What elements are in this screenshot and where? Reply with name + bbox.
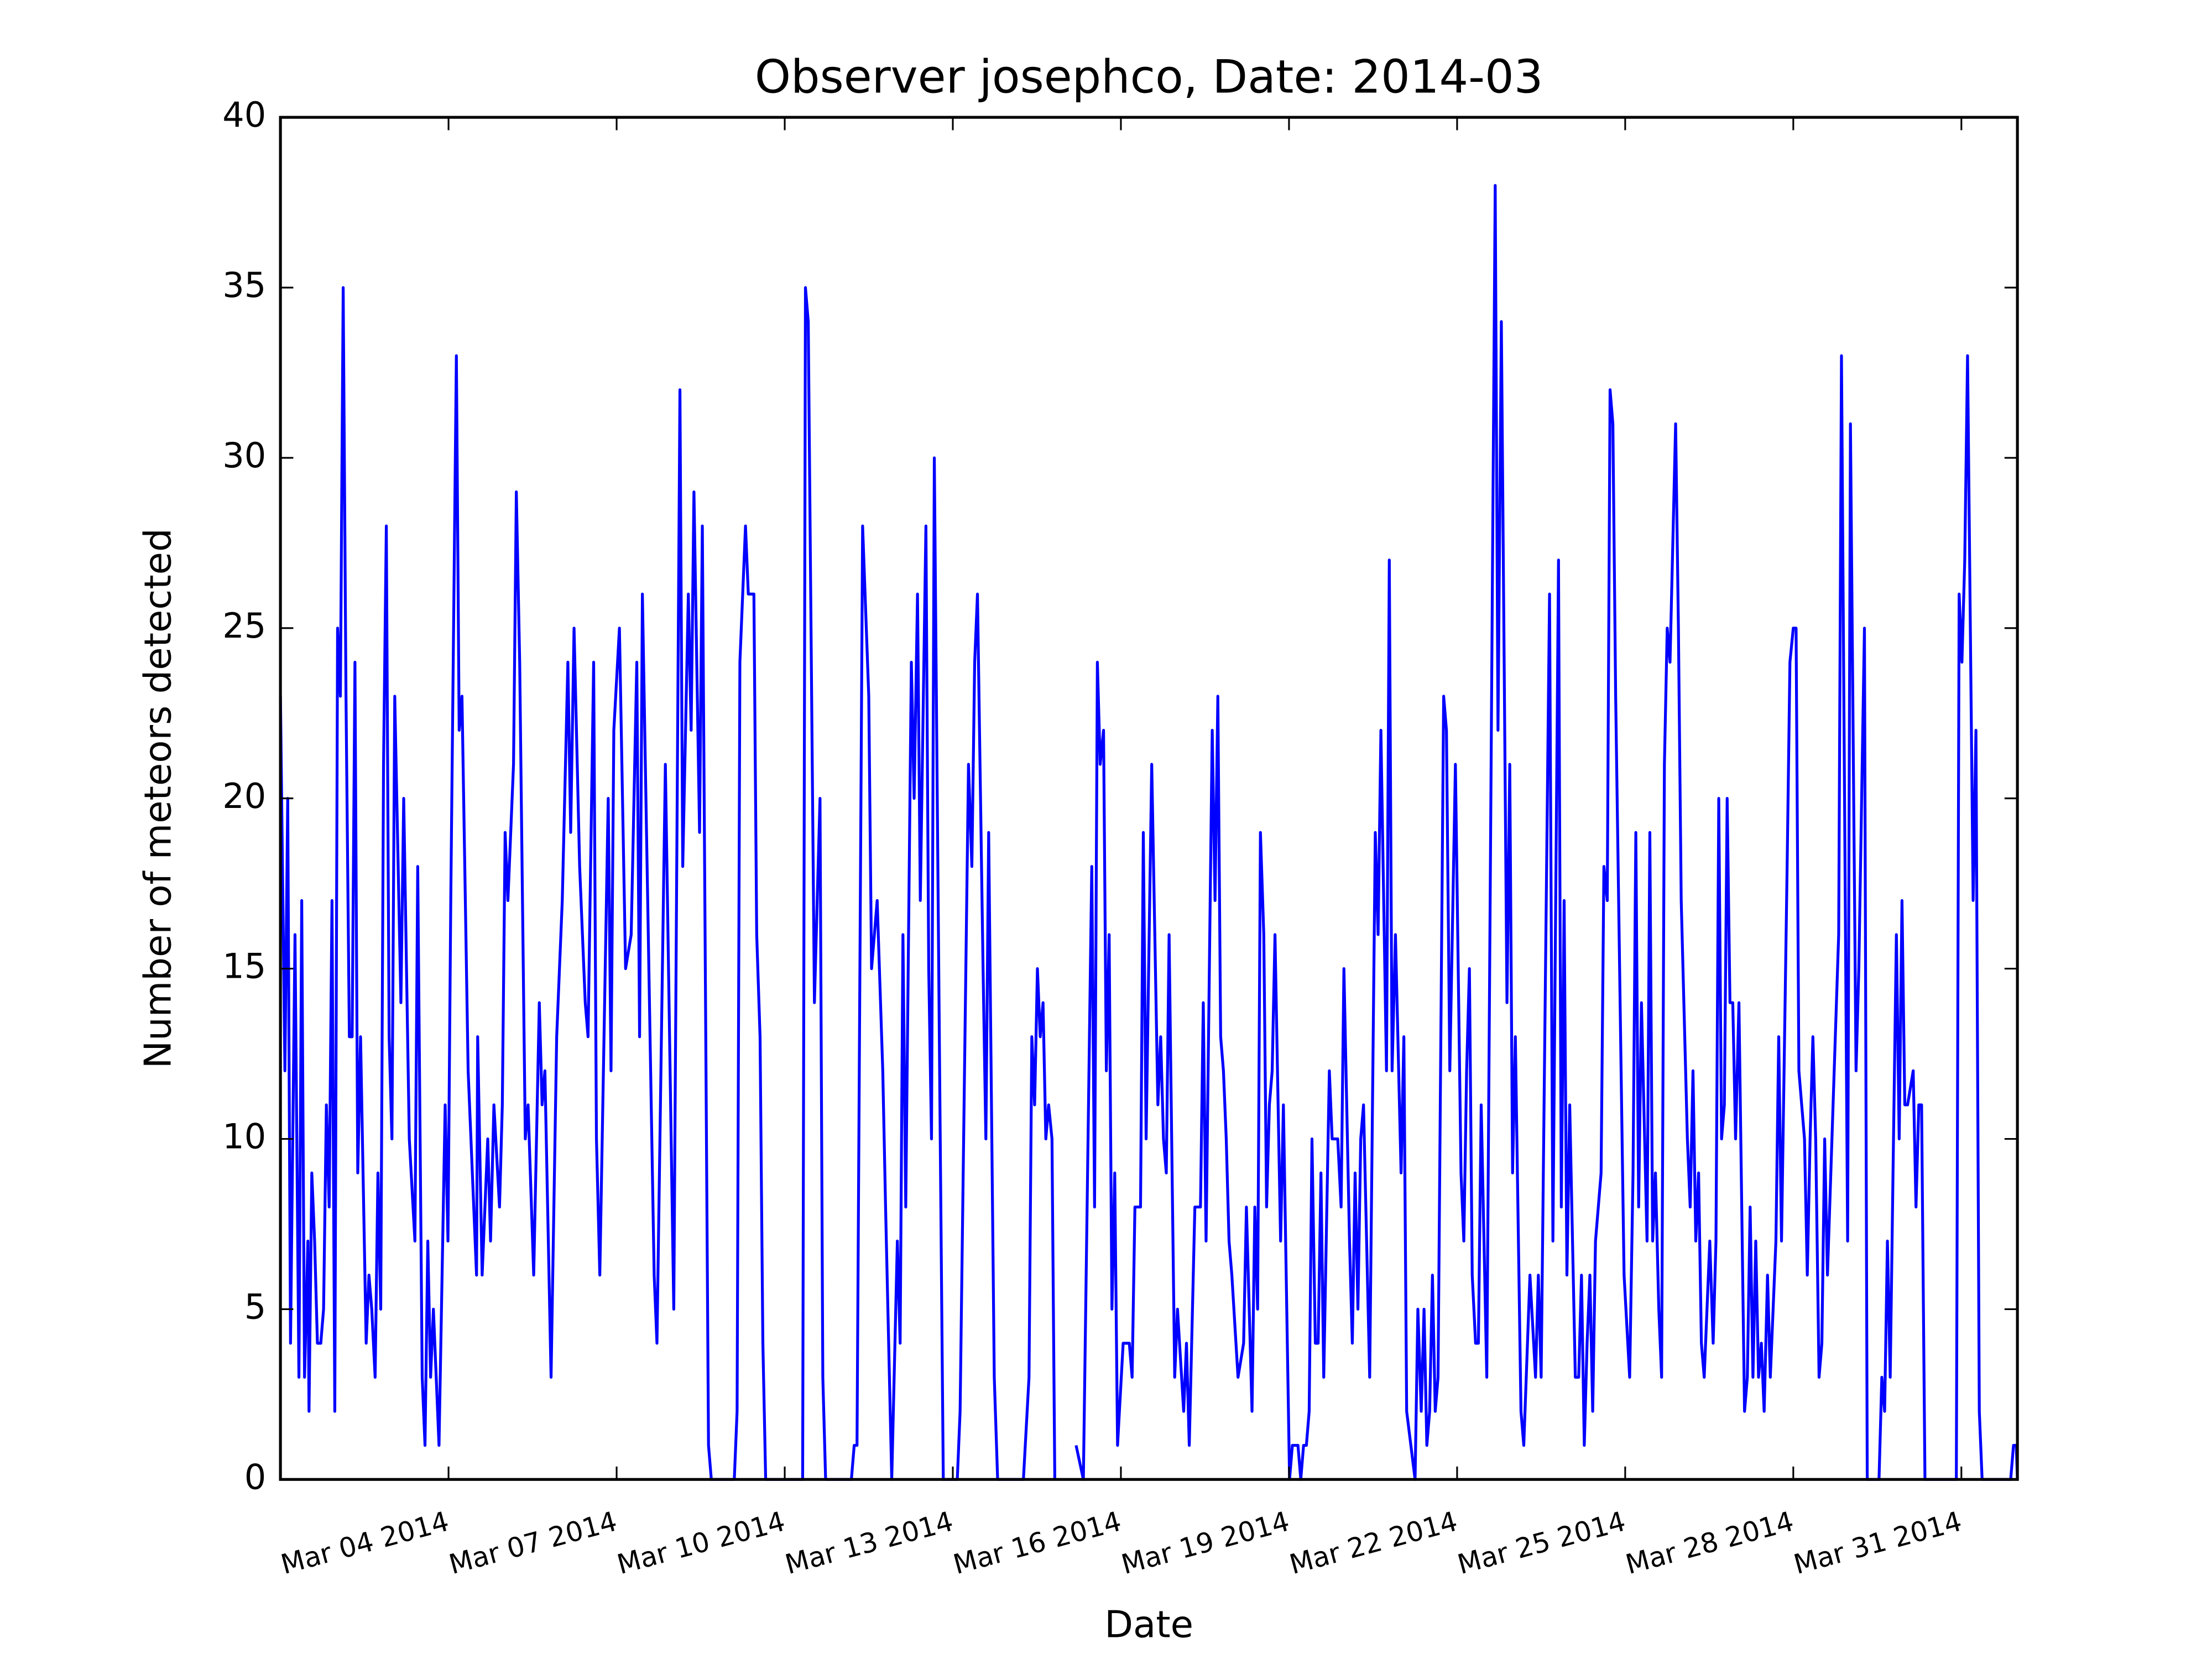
chart-title: Observer josephco, Date: 2014-03	[755, 50, 1543, 103]
y-tick-label: 40	[222, 95, 266, 135]
y-tick-label: 25	[222, 606, 266, 646]
y-tick-label: 0	[244, 1457, 267, 1497]
y-tick-label: 30	[222, 435, 266, 476]
y-tick-label: 20	[222, 776, 266, 816]
data-line	[1074, 184, 2019, 1481]
data-line	[279, 286, 1056, 1481]
y-tick-label: 5	[244, 1286, 267, 1327]
y-axis-label: Number of meteors detected	[136, 528, 179, 1068]
x-axis-label: Date	[1104, 1603, 1193, 1646]
y-tick-label: 10	[222, 1117, 266, 1157]
y-tick-label: 15	[222, 946, 266, 987]
y-tick-label: 35	[222, 265, 266, 305]
